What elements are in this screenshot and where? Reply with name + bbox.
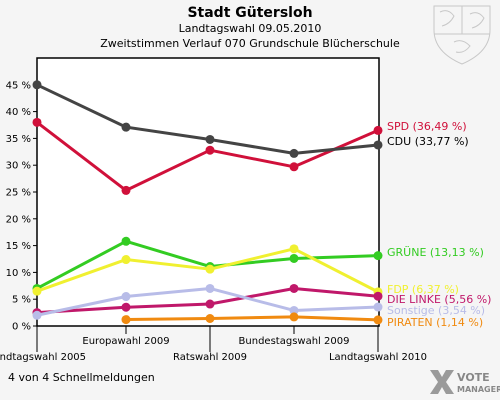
y-tick-label: 30 % [6,161,31,172]
x-axis: Landtagswahl 2005 Europawahl 2009 Ratswahl… [0,326,427,363]
data-point [121,255,131,265]
data-point [121,315,131,325]
x-tick-label: Ratswahl 2009 [173,352,247,363]
data-point [205,264,215,274]
y-tick-label: 40 % [6,107,31,118]
data-point [289,148,299,158]
chart-title: Stadt Gütersloh [187,5,312,21]
series-piraten [121,312,383,325]
series-label: GRÜNE (13,13 %) [387,246,484,259]
data-point [32,310,42,320]
y-tick-label: 25 % [6,188,31,199]
data-point [289,283,299,293]
series-labels: SPD (36,49 %) CDU (33,77 %) GRÜNE (13,13 %… [387,120,491,329]
y-axis: 0 % 5 % 10 % 15 % 20 % 25 % 30 % 35 % 40 % 45 % [6,80,37,333]
data-point [121,122,131,132]
y-tick-label: 15 % [6,241,31,252]
series-label: CDU (33,77 %) [387,135,469,148]
data-point [289,162,299,172]
series-sonstige [32,283,383,320]
brand-line1: VOTE [457,371,490,384]
vote-x-icon [430,370,454,394]
data-point [205,299,215,309]
status-text: 4 von 4 Schnellmeldungen [8,371,155,384]
y-tick-label: 35 % [6,134,31,145]
data-point [205,145,215,155]
data-point [373,251,383,261]
data-point [373,140,383,150]
data-point [205,283,215,293]
data-point [32,286,42,296]
series-fdp [32,244,383,297]
data-point [373,315,383,325]
x-tick-label: Bundestagswahl 2009 [239,336,350,347]
x-tick-label: Landtagswahl 2010 [329,352,427,363]
x-tick-label: Landtagswahl 2005 [0,352,86,363]
data-point [289,312,299,322]
data-point [121,185,131,195]
series-layer [32,80,383,325]
y-tick-label: 10 % [6,268,31,279]
series-line [125,315,379,322]
vote-manager-logo: VOTE MANAGER [430,370,500,394]
data-point [121,236,131,246]
series-spd [32,117,383,195]
data-point [121,292,131,302]
data-point [373,302,383,312]
data-point [373,125,383,135]
chart-subtitle: Landtagswahl 09.05.2010 [179,22,322,35]
data-point [289,305,299,315]
data-point [289,244,299,254]
brand-line2: MANAGER [457,385,500,394]
data-point [205,313,215,323]
series-label: PIRATEN (1,14 %) [387,316,483,329]
y-tick-label: 20 % [6,214,31,225]
y-tick-label: 5 % [12,295,31,306]
series-label: SPD (36,49 %) [387,120,467,133]
y-tick-label: 45 % [6,80,31,91]
data-point [121,302,131,312]
series-cdu [32,80,383,158]
y-tick-label: 0 % [12,322,31,333]
data-point [32,117,42,127]
series-label: DIE LINKE (5,56 %) [387,293,491,306]
data-point [289,253,299,263]
series-label: Sonstige (3,54 %) [387,304,485,317]
x-tick-label: Europawahl 2009 [82,336,169,347]
data-point [32,80,42,90]
series-label: FDP (6,37 %) [387,283,459,296]
coat-of-arms-icon [433,5,491,65]
data-point [373,291,383,301]
data-point [205,134,215,144]
chart-subtitle-2: Zweitstimmen Verlauf 070 Grundschule Blü… [100,37,400,50]
